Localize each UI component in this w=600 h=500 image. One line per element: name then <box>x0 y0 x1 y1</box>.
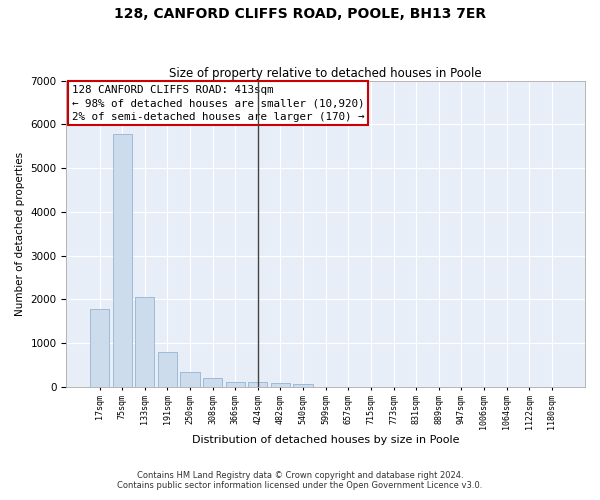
Text: Contains HM Land Registry data © Crown copyright and database right 2024.: Contains HM Land Registry data © Crown c… <box>137 470 463 480</box>
Text: 128, CANFORD CLIFFS ROAD, POOLE, BH13 7ER: 128, CANFORD CLIFFS ROAD, POOLE, BH13 7E… <box>114 8 486 22</box>
Bar <box>135 296 154 387</box>
Text: 128 CANFORD CLIFFS ROAD: 413sqm
← 98% of detached houses are smaller (10,920)
2%: 128 CANFORD CLIFFS ROAD: 413sqm ← 98% of… <box>71 86 364 122</box>
Title: Size of property relative to detached houses in Poole: Size of property relative to detached ho… <box>169 66 482 80</box>
Bar <box>181 372 200 387</box>
Y-axis label: Number of detached properties: Number of detached properties <box>15 152 25 316</box>
Bar <box>226 382 245 387</box>
Bar <box>113 134 132 387</box>
Bar <box>293 384 313 387</box>
Bar <box>90 309 109 387</box>
X-axis label: Distribution of detached houses by size in Poole: Distribution of detached houses by size … <box>192 435 460 445</box>
Bar <box>248 382 268 387</box>
Bar <box>203 378 222 387</box>
Text: Contains public sector information licensed under the Open Government Licence v3: Contains public sector information licen… <box>118 480 482 490</box>
Bar <box>271 382 290 387</box>
Bar <box>158 352 177 387</box>
